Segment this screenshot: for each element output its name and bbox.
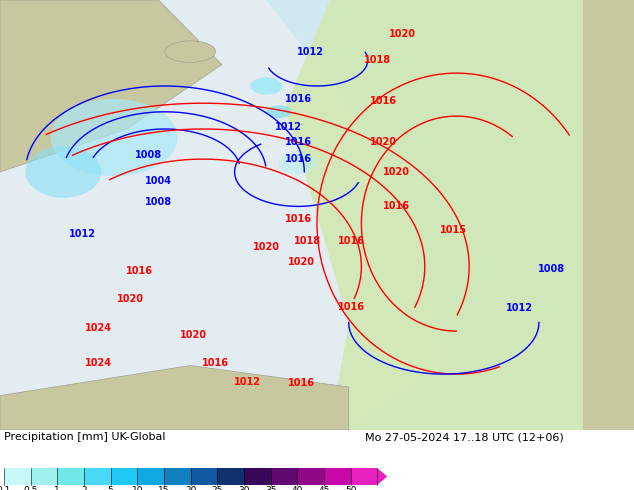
Polygon shape: [111, 468, 138, 485]
Polygon shape: [271, 468, 297, 485]
Text: 1024: 1024: [85, 322, 112, 333]
Text: 0.1: 0.1: [0, 486, 11, 490]
Text: 1015: 1015: [440, 225, 467, 235]
Text: 1016: 1016: [285, 137, 311, 147]
Ellipse shape: [25, 146, 101, 198]
Text: 1016: 1016: [383, 201, 410, 211]
Polygon shape: [164, 468, 191, 485]
Polygon shape: [324, 468, 351, 485]
FancyBboxPatch shape: [583, 0, 634, 430]
Text: 15: 15: [158, 486, 170, 490]
Polygon shape: [191, 468, 217, 485]
Text: 1008: 1008: [136, 150, 162, 160]
Polygon shape: [0, 0, 222, 172]
Text: 1016: 1016: [288, 378, 314, 388]
Text: 30: 30: [238, 486, 250, 490]
Text: 1020: 1020: [389, 29, 416, 39]
Polygon shape: [57, 468, 84, 485]
Text: 1016: 1016: [339, 236, 365, 246]
Text: 1016: 1016: [370, 96, 397, 106]
Text: 1016: 1016: [285, 154, 311, 164]
Text: 0.5: 0.5: [23, 486, 38, 490]
Text: 1012: 1012: [69, 229, 96, 239]
Text: 1016: 1016: [285, 94, 311, 104]
Text: 50: 50: [345, 486, 356, 490]
Text: 1012: 1012: [234, 377, 261, 387]
Text: 40: 40: [292, 486, 303, 490]
Text: 5: 5: [108, 486, 113, 490]
Text: 1016: 1016: [202, 358, 229, 368]
Text: 1: 1: [55, 486, 60, 490]
Polygon shape: [0, 0, 444, 430]
Text: 1012: 1012: [297, 47, 324, 57]
Polygon shape: [84, 468, 111, 485]
Text: 1020: 1020: [117, 294, 143, 304]
Text: 1012: 1012: [507, 303, 533, 313]
Polygon shape: [244, 468, 271, 485]
Text: 1020: 1020: [288, 257, 314, 268]
Polygon shape: [4, 468, 30, 485]
Text: 1020: 1020: [180, 330, 207, 341]
Text: Mo 27-05-2024 17..18 UTC (12+06): Mo 27-05-2024 17..18 UTC (12+06): [365, 432, 563, 442]
Text: 25: 25: [212, 486, 223, 490]
Text: 10: 10: [131, 486, 143, 490]
Ellipse shape: [51, 99, 178, 176]
Ellipse shape: [279, 153, 317, 174]
Text: 45: 45: [318, 486, 330, 490]
Text: 1004: 1004: [145, 175, 172, 186]
Text: 1024: 1024: [85, 358, 112, 368]
Text: 1020: 1020: [253, 242, 280, 252]
Text: 1020: 1020: [383, 167, 410, 177]
Text: Precipitation [mm] UK-Global: Precipitation [mm] UK-Global: [4, 432, 165, 442]
Text: 1016: 1016: [126, 266, 153, 276]
Ellipse shape: [165, 41, 216, 62]
Text: 1018: 1018: [364, 55, 391, 65]
Text: 35: 35: [265, 486, 276, 490]
Text: 1018: 1018: [294, 236, 321, 246]
Polygon shape: [30, 468, 57, 485]
Text: 2: 2: [81, 486, 87, 490]
Ellipse shape: [250, 77, 282, 95]
Text: 20: 20: [185, 486, 197, 490]
Text: 1008: 1008: [145, 197, 172, 207]
FancyBboxPatch shape: [0, 0, 634, 430]
Text: 1012: 1012: [275, 122, 302, 132]
Polygon shape: [351, 468, 377, 485]
Polygon shape: [217, 468, 244, 485]
Text: 1020: 1020: [370, 137, 397, 147]
Polygon shape: [285, 0, 634, 430]
Polygon shape: [377, 468, 387, 485]
Text: 1016: 1016: [285, 214, 311, 224]
Text: 1016: 1016: [339, 302, 365, 313]
Polygon shape: [0, 366, 349, 430]
Ellipse shape: [266, 105, 292, 118]
Polygon shape: [297, 468, 324, 485]
Polygon shape: [138, 468, 164, 485]
Text: 1008: 1008: [538, 264, 565, 274]
